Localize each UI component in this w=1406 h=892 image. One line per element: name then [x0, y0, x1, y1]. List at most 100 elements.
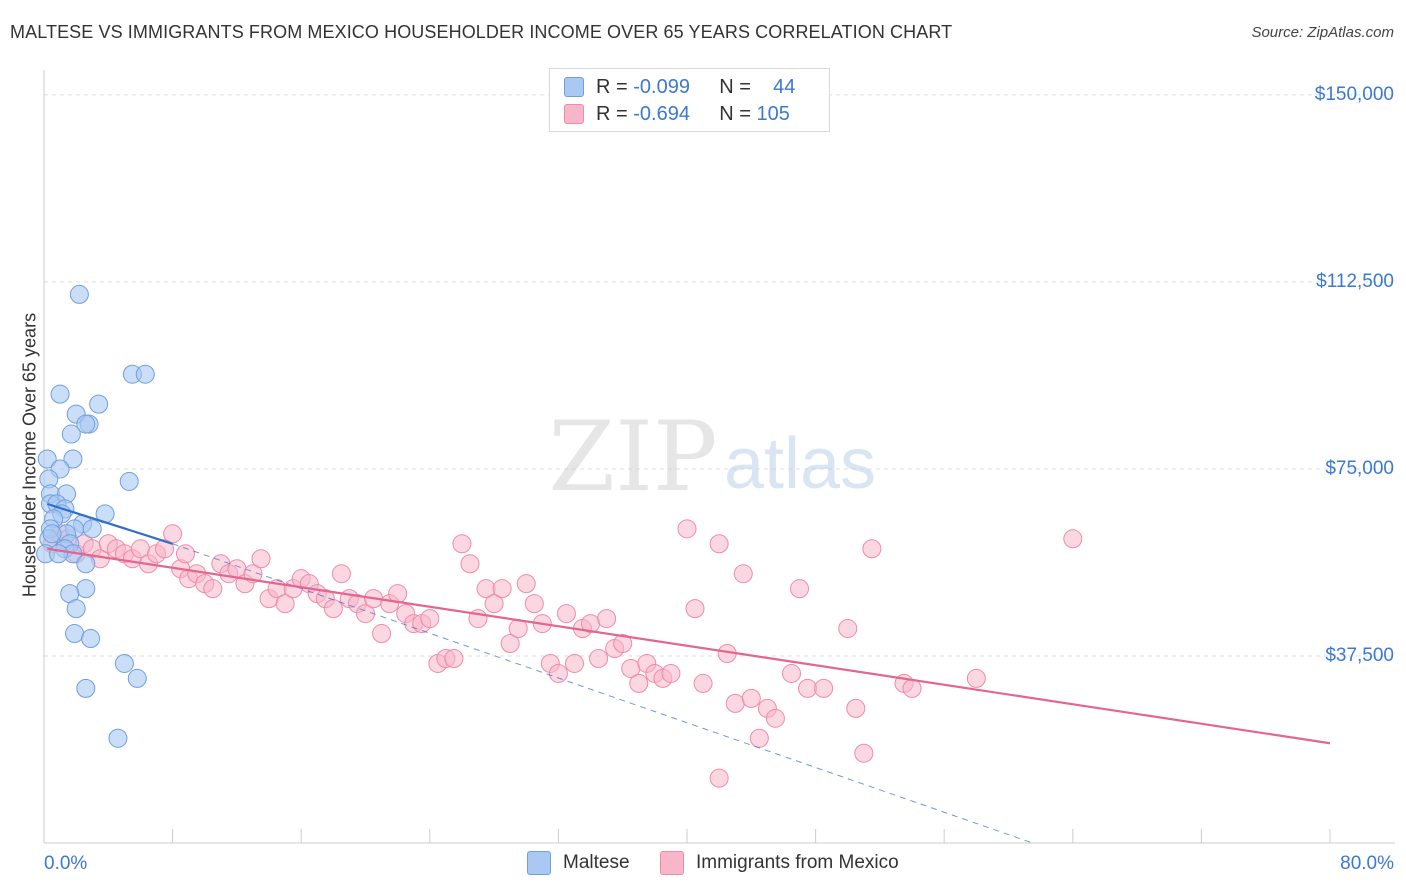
data-point-mexico	[709, 768, 729, 788]
bottom-legend-label: Maltese	[563, 852, 630, 873]
data-point-mexico	[693, 673, 713, 693]
watermark: ZIP atlas	[548, 401, 876, 513]
data-point-maltese	[108, 728, 128, 748]
data-point-mexico	[564, 653, 584, 673]
bottom-legend-swatch-mexico	[660, 851, 684, 875]
data-point-mexico	[862, 539, 882, 559]
data-point-maltese	[65, 624, 85, 644]
data-point-mexico	[275, 594, 295, 614]
data-point-maltese	[50, 384, 70, 404]
data-point-mexico	[460, 554, 480, 574]
data-point-mexico	[814, 678, 834, 698]
data-point-mexico	[798, 678, 818, 698]
legend-n-label: N =	[719, 75, 751, 98]
chart-title: MALTESE VS IMMIGRANTS FROM MEXICO HOUSEH…	[10, 22, 953, 42]
legend-r-value: -0.099	[633, 75, 690, 98]
data-point-mexico	[733, 564, 753, 584]
legend-r-label: R =	[596, 102, 628, 125]
x-tick-label-max: 80.0%	[1340, 853, 1394, 874]
data-point-mexico	[790, 579, 810, 599]
data-point-mexico	[420, 609, 440, 629]
data-point-mexico	[741, 688, 761, 708]
data-point-mexico	[854, 743, 874, 763]
legend-swatch-maltese	[564, 77, 584, 97]
watermark-zip: ZIP	[548, 401, 717, 513]
legend-n-value: 105	[756, 102, 790, 125]
data-point-maltese	[61, 424, 81, 444]
trend-line-mexico	[47, 547, 1331, 745]
y-tick-label: $37,500	[1325, 644, 1394, 666]
data-point-mexico	[516, 574, 536, 594]
data-point-mexico	[155, 539, 175, 559]
data-point-maltese	[81, 629, 101, 649]
data-point-maltese	[48, 544, 68, 564]
data-point-mexico	[685, 599, 705, 619]
data-point-mexico	[331, 564, 351, 584]
legend-r-value: -0.694	[633, 102, 690, 125]
data-point-maltese	[66, 599, 86, 619]
y-tick-label: $75,000	[1325, 457, 1394, 479]
source-label: Source: ZipAtlas.com	[1251, 24, 1394, 41]
series-maltese-points	[36, 284, 155, 748]
trend-lines	[46, 502, 1331, 844]
bottom-legend-label: Immigrants from Mexico	[696, 852, 899, 873]
data-point-maltese	[42, 524, 62, 544]
y-tick-label: $150,000	[1314, 83, 1394, 105]
data-point-mexico	[838, 619, 858, 639]
data-point-mexico	[709, 534, 729, 554]
data-point-mexico	[524, 594, 544, 614]
bottom-legend-maltese: Maltese	[527, 851, 630, 875]
data-point-mexico	[251, 549, 271, 569]
data-point-mexico	[589, 648, 609, 668]
data-point-mexico	[613, 634, 633, 654]
data-point-mexico	[163, 524, 183, 544]
data-point-mexico	[444, 648, 464, 668]
y-tick-label: $112,500	[1316, 270, 1394, 292]
data-point-mexico	[725, 693, 745, 713]
legend-row-maltese: R = -0.099 N = 44	[564, 74, 795, 100]
series-mexico-points	[42, 519, 1083, 788]
data-point-maltese	[76, 678, 96, 698]
legend-row-mexico: R = -0.694 N = 105	[564, 101, 790, 127]
axes	[43, 70, 1395, 844]
data-point-mexico	[781, 663, 801, 683]
data-point-mexico	[846, 698, 866, 718]
data-point-maltese	[76, 414, 96, 434]
data-point-mexico	[492, 579, 512, 599]
data-point-mexico	[500, 634, 520, 654]
watermark-atlas: atlas	[724, 424, 876, 504]
data-point-mexico	[175, 544, 195, 564]
data-point-mexico	[484, 594, 504, 614]
data-point-mexico	[629, 673, 649, 693]
legend-n-value: 44	[773, 75, 796, 98]
bottom-legend-mexico: Immigrants from Mexico	[660, 851, 899, 875]
data-point-maltese	[114, 653, 134, 673]
legend-swatch-mexico	[564, 104, 584, 124]
data-point-mexico	[677, 519, 697, 539]
data-point-maltese	[135, 364, 155, 384]
legend-r-label: R =	[596, 75, 628, 98]
stats-legend: R = -0.099 N = 44 R = -0.694 N = 105	[549, 68, 830, 132]
data-point-mexico	[597, 609, 617, 629]
data-point-maltese	[76, 554, 96, 574]
data-point-maltese	[37, 449, 57, 469]
data-point-maltese	[82, 519, 102, 539]
bottom-legend-swatch-maltese	[527, 851, 551, 875]
data-point-mexico	[203, 579, 223, 599]
data-point-maltese	[119, 471, 139, 491]
data-point-mexico	[661, 663, 681, 683]
data-point-mexico	[548, 663, 568, 683]
data-point-mexico	[902, 678, 922, 698]
data-point-mexico	[1063, 529, 1083, 549]
data-point-maltese	[89, 394, 109, 414]
data-point-mexico	[765, 708, 785, 728]
data-point-maltese	[76, 579, 96, 599]
data-point-mexico	[556, 604, 576, 624]
x-tick-label-min: 0.0%	[44, 853, 88, 874]
data-point-maltese	[127, 668, 147, 688]
data-point-maltese	[69, 284, 89, 304]
data-point-mexico	[452, 534, 472, 554]
data-point-mexico	[966, 668, 986, 688]
data-point-mexico	[508, 619, 528, 639]
